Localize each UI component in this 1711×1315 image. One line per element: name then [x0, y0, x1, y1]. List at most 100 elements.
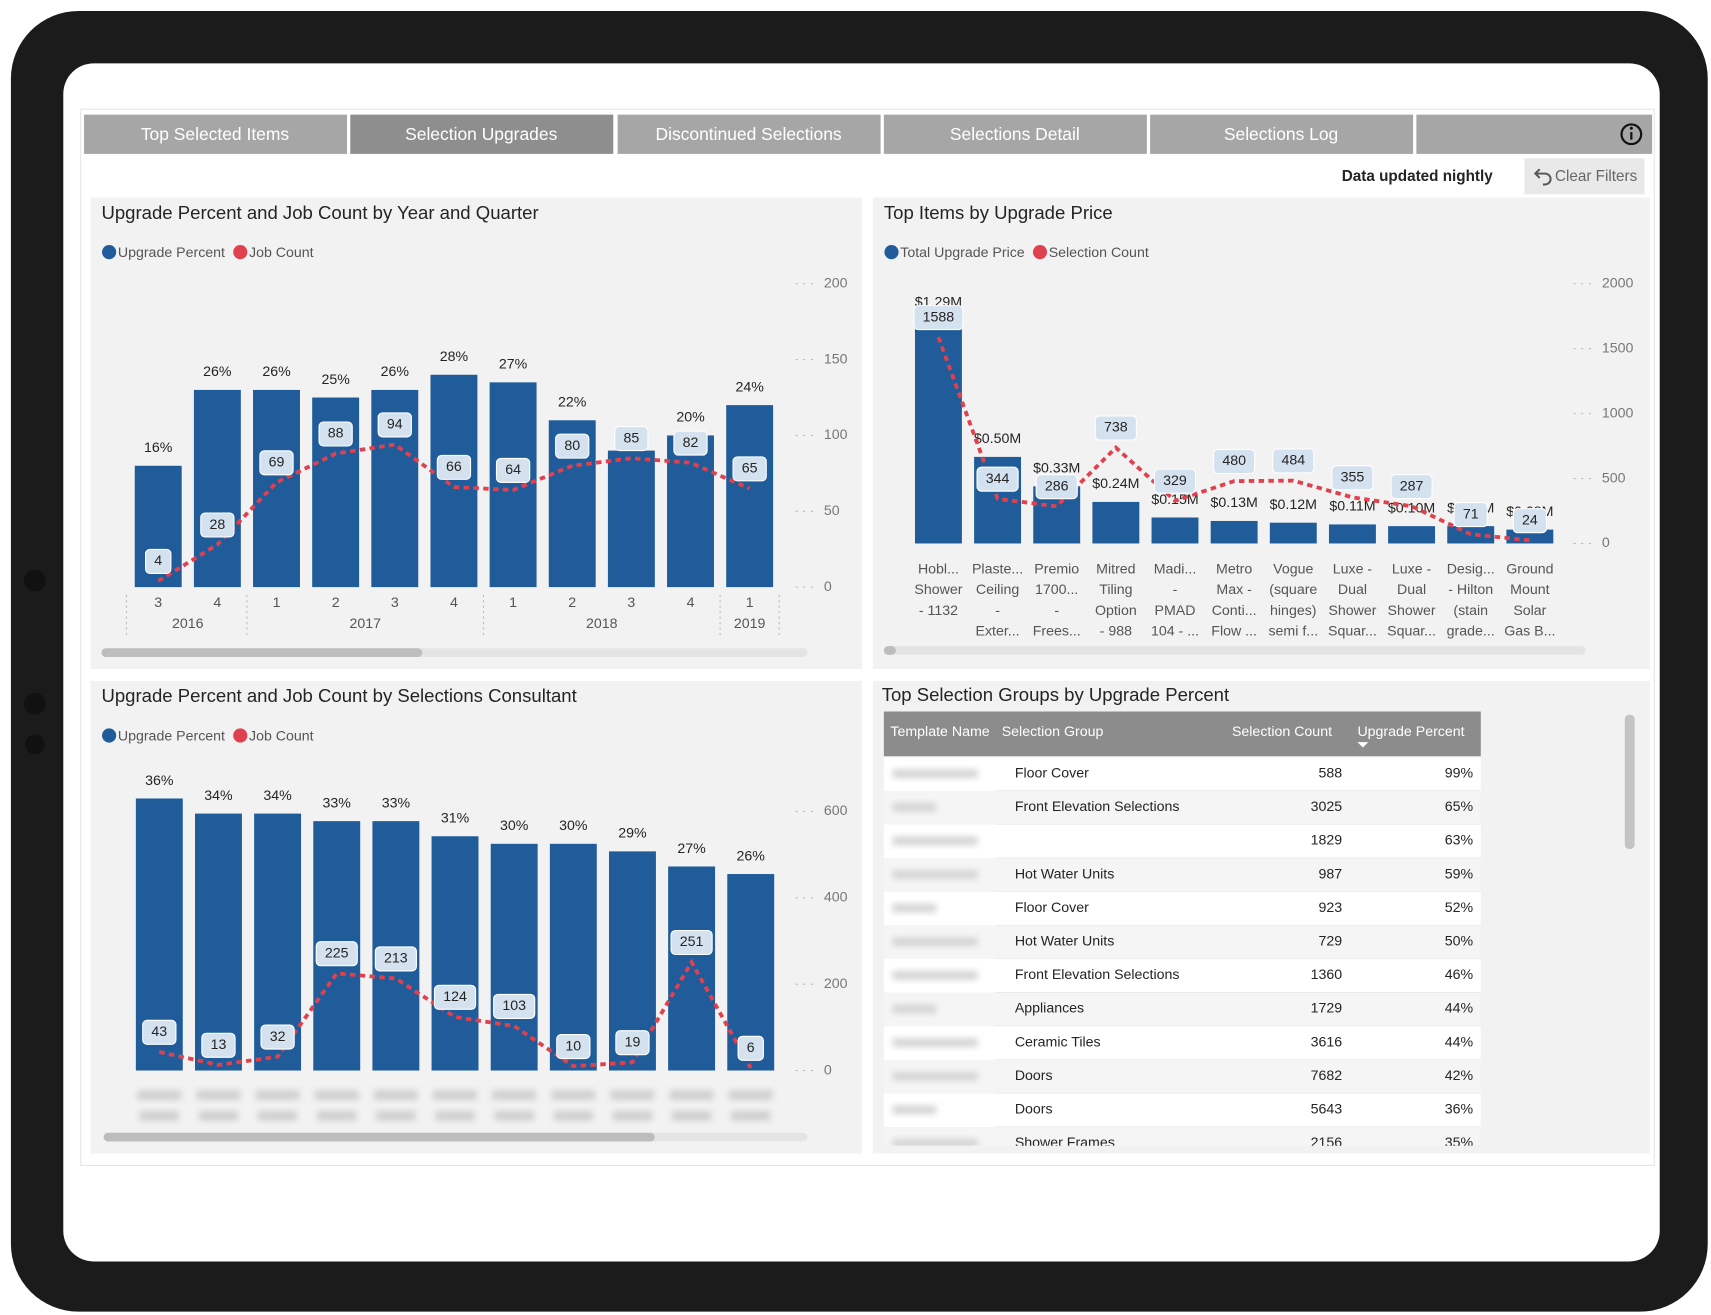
- table-cell: 50%: [1445, 934, 1474, 950]
- label-box: [201, 1032, 236, 1058]
- x-tick-label: Tiling: [1099, 582, 1132, 598]
- label-box: [433, 984, 477, 1010]
- line-data-label: 65: [732, 456, 767, 482]
- blurred-label: [553, 1110, 593, 1121]
- tab-label[interactable]: Discontinued Selections: [656, 124, 842, 144]
- table-cell: 2156: [1311, 1135, 1343, 1151]
- table-header: [883, 711, 1481, 757]
- x-tick-label: Dual: [1338, 582, 1367, 598]
- legend-marker: [102, 245, 117, 260]
- bar-value-label: 26%: [203, 364, 232, 380]
- scroll-track: [883, 646, 1586, 655]
- y2-tick-label: 100: [824, 427, 848, 443]
- bar: [914, 320, 962, 544]
- tab-label[interactable]: Top Selected Items: [141, 124, 290, 144]
- x-tick-label: Hobl...: [918, 561, 959, 577]
- column-header[interactable]: Selection Group: [1002, 724, 1104, 740]
- x-tick-label: Mitred: [1096, 561, 1135, 577]
- info-icon[interactable]: [1620, 123, 1643, 146]
- label-box: [1272, 448, 1315, 474]
- bar-value-label: $0.12M: [1270, 497, 1317, 513]
- column-header[interactable]: Upgrade Percent: [1357, 724, 1464, 740]
- line-data-label: 66: [436, 454, 472, 480]
- tab-label[interactable]: Selections Log: [1224, 124, 1338, 144]
- x-tick-label: -: [1173, 582, 1178, 598]
- table-scroll-thumb[interactable]: [1624, 714, 1635, 850]
- line-value-label: 85: [623, 430, 639, 446]
- label-box: [377, 412, 412, 438]
- line-data-label: 480: [1213, 448, 1256, 475]
- clear-filters-button[interactable]: [1524, 158, 1645, 195]
- line: [936, 336, 1531, 543]
- tab-filler: [1416, 114, 1653, 154]
- column-header[interactable]: Selection Count: [1232, 724, 1332, 740]
- bar: [193, 389, 241, 588]
- x-tick-label: Gas B...: [1504, 624, 1555, 640]
- bar: [607, 450, 655, 588]
- blurred-label: [317, 1110, 357, 1121]
- bar-value-label: 34%: [204, 788, 233, 804]
- camera: [24, 569, 46, 592]
- legend-marker: [884, 245, 899, 260]
- bar-value-label: 28%: [440, 349, 469, 365]
- label-box: [142, 1019, 177, 1045]
- tab[interactable]: [84, 114, 348, 154]
- blurred-label: [255, 1090, 300, 1100]
- x-tick-label: Luxe -: [1392, 561, 1432, 577]
- scroll-thumb[interactable]: [101, 648, 423, 657]
- blurred-cell: [892, 1139, 978, 1146]
- tab-label[interactable]: Selections Detail: [950, 124, 1080, 144]
- sensor: [25, 734, 45, 755]
- bar-value-label: 27%: [499, 357, 528, 373]
- legend-label: Upgrade Percent: [118, 245, 225, 261]
- y2-tick-label: 50: [824, 503, 840, 519]
- scroll-thumb[interactable]: [103, 1132, 655, 1142]
- bar-value-label: 26%: [737, 848, 766, 864]
- bar-value-label: 26%: [262, 364, 291, 380]
- table-row: [883, 925, 1481, 959]
- x-group-label: 2019: [734, 616, 766, 632]
- line-value-label: 124: [443, 989, 467, 1005]
- line-value-label: 32: [270, 1029, 286, 1045]
- line-value-label: 738: [1104, 420, 1128, 436]
- column-header[interactable]: Template Name: [890, 724, 989, 740]
- bar-value-label: 27%: [677, 841, 706, 857]
- table-cell: 46%: [1445, 967, 1474, 983]
- bar: [1328, 524, 1376, 544]
- tab[interactable]: [1150, 114, 1414, 154]
- line-data-label: 82: [673, 430, 708, 456]
- panel: [872, 197, 1650, 669]
- line-data-label: 71: [1453, 502, 1488, 528]
- label-box: [1094, 415, 1137, 441]
- blurred-label: [731, 1110, 771, 1121]
- table-cell: 63%: [1445, 833, 1474, 849]
- line-value-label: 355: [1341, 469, 1365, 485]
- line-data-label: 286: [1035, 474, 1078, 500]
- y2-tick-label: 2000: [1602, 276, 1634, 292]
- tab[interactable]: [883, 114, 1147, 154]
- line-data-label: 13: [201, 1032, 236, 1058]
- line-data-label: 225: [315, 941, 358, 967]
- chart-title: Top Items by Upgrade Price: [884, 202, 1113, 223]
- line-data-label: 64: [495, 457, 531, 483]
- blurred-label: [314, 1090, 359, 1100]
- line-value-label: 10: [565, 1038, 581, 1054]
- legend-label: Upgrade Percent: [118, 728, 225, 744]
- label-box: [976, 466, 1019, 492]
- line-value-label: 88: [328, 426, 344, 442]
- tab[interactable]: [617, 114, 881, 154]
- line-value-label: 66: [446, 459, 462, 475]
- line-value-label: 287: [1400, 478, 1424, 494]
- label-box: [670, 929, 713, 956]
- table-row: [883, 1127, 1481, 1146]
- blurred-cell: [892, 1004, 937, 1014]
- undo-icon: [1533, 168, 1552, 186]
- tab[interactable]: [350, 114, 614, 154]
- clear-filters-label[interactable]: Clear Filters: [1555, 168, 1638, 185]
- y2-tick-label: 500: [1602, 470, 1626, 486]
- table-cell: 99%: [1445, 765, 1474, 781]
- tab-label[interactable]: Selection Upgrades: [405, 124, 557, 144]
- blurred-cell: [892, 971, 978, 980]
- scroll-thumb[interactable]: [883, 646, 896, 655]
- y2-tick-label: 0: [824, 579, 832, 595]
